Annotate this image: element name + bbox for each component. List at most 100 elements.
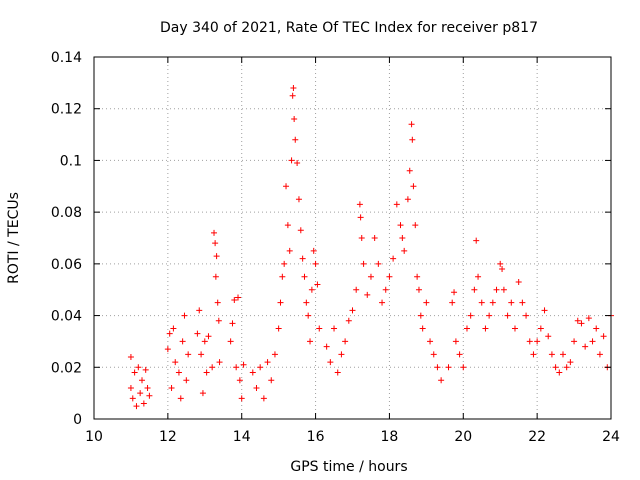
x-tick-label: 12 [159, 429, 177, 445]
gridlines [94, 57, 611, 419]
data-point [292, 136, 299, 143]
data-point [271, 351, 278, 358]
data-point [430, 351, 437, 358]
data-point [283, 183, 290, 190]
data-point [294, 160, 301, 167]
y-tick-labels: 0 0.02 0.04 0.06 0.08 0.1 0.12 0.14 [51, 50, 82, 428]
data-point [463, 325, 470, 332]
data-point [534, 338, 541, 345]
y-axis-label: ROTI / TECUs [6, 192, 22, 284]
x-tick-labels: 10 12 14 16 18 20 22 24 [85, 429, 620, 445]
data-point [475, 273, 482, 280]
data-point [164, 346, 171, 353]
data-point [499, 266, 506, 273]
data-point [371, 235, 378, 241]
data-point [438, 377, 445, 384]
data-point [559, 351, 566, 358]
y-tick-label: 0.1 [60, 153, 82, 169]
data-point [404, 196, 411, 203]
data-point [139, 377, 146, 384]
data-point [257, 364, 264, 371]
axis-ticks [93, 56, 612, 420]
data-point [127, 384, 134, 391]
data-point [585, 315, 592, 322]
data-point [393, 201, 400, 208]
data-point [357, 214, 364, 221]
data-point [170, 325, 177, 332]
data-point [227, 338, 234, 345]
data-point [364, 291, 371, 298]
data-point [279, 273, 286, 280]
data-point [379, 299, 386, 306]
data-point [137, 390, 144, 397]
data-point [211, 229, 218, 236]
data-point [291, 116, 298, 123]
y-tick-label: 0 [73, 412, 82, 428]
data-point [235, 294, 242, 301]
data-point [530, 351, 537, 358]
data-point [493, 286, 500, 293]
data-point [415, 286, 422, 293]
data-point [203, 369, 210, 376]
data-point [511, 325, 518, 332]
data-point [399, 235, 406, 241]
data-point [486, 312, 493, 319]
data-point [353, 286, 360, 293]
data-point [349, 307, 356, 314]
data-point [367, 273, 374, 280]
data-point [545, 333, 552, 340]
data-point [301, 273, 308, 280]
data-point [236, 377, 243, 384]
data-point [214, 299, 221, 306]
data-point [312, 260, 319, 267]
x-tick-label: 18 [381, 429, 399, 445]
data-point [127, 353, 134, 360]
data-point [401, 247, 408, 254]
data-point [133, 403, 140, 410]
y-tick-label: 0.08 [51, 205, 82, 221]
data-point [185, 351, 192, 358]
data-point [238, 395, 245, 402]
data-point [212, 240, 219, 247]
x-axis-label: GPS time / hours [290, 459, 407, 475]
data-point [526, 338, 533, 345]
data-point [168, 384, 175, 391]
data-point [567, 359, 574, 366]
data-point [290, 85, 297, 92]
data-point [314, 281, 321, 288]
data-point [209, 364, 216, 371]
data-points [127, 85, 614, 410]
data-point [268, 377, 275, 384]
data-point [386, 273, 393, 280]
data-point [253, 384, 260, 391]
data-point [375, 260, 382, 267]
chart-title: Day 340 of 2021, Rate Of TEC Index for r… [160, 20, 538, 36]
data-point [356, 201, 363, 208]
y-tick-label: 0.06 [51, 257, 82, 273]
plot-frame [93, 56, 612, 420]
data-point [556, 369, 563, 376]
x-tick-label: 10 [85, 429, 103, 445]
data-point [198, 351, 205, 358]
data-point [331, 325, 338, 332]
data-point [213, 253, 220, 260]
data-point [397, 222, 404, 229]
data-point [199, 390, 206, 397]
data-point [410, 183, 417, 190]
data-point [231, 297, 238, 304]
data-point [497, 260, 504, 267]
data-point [135, 364, 142, 371]
x-tick-label: 16 [307, 429, 325, 445]
data-point [412, 222, 419, 229]
data-point [316, 325, 323, 332]
data-point [452, 338, 459, 345]
data-point [589, 338, 596, 345]
data-point [414, 273, 421, 280]
data-point [303, 299, 310, 306]
data-point [275, 325, 282, 332]
data-point [297, 227, 304, 234]
data-point [508, 299, 515, 306]
data-point [500, 286, 507, 293]
data-point [449, 299, 456, 306]
data-point [334, 369, 341, 376]
